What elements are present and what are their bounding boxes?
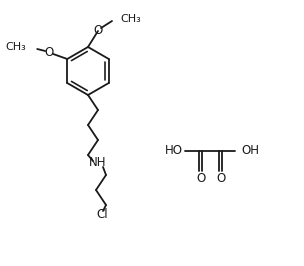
Text: Cl: Cl [96, 209, 108, 222]
Text: OH: OH [241, 144, 259, 157]
Text: CH₃: CH₃ [5, 42, 26, 52]
Text: NH: NH [89, 156, 107, 169]
Text: HO: HO [165, 144, 183, 157]
Text: O: O [216, 172, 226, 185]
Text: O: O [196, 172, 206, 185]
Text: O: O [45, 47, 54, 60]
Text: O: O [93, 24, 103, 38]
Text: CH₃: CH₃ [120, 14, 141, 24]
